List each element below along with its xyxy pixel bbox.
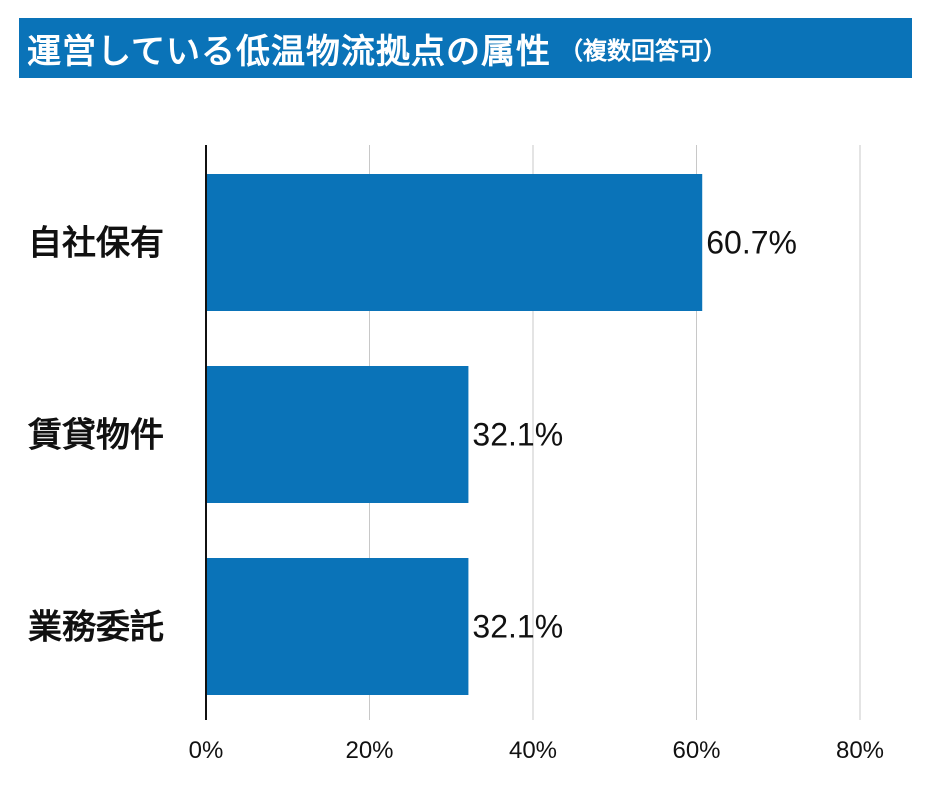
bar-3	[206, 558, 469, 695]
data-label-1: 60.7%	[706, 225, 797, 261]
category-label-2: 賃貸物件	[27, 416, 164, 456]
chart-title-bar: 運営している低温物流拠点の属性 （複数回答可）	[19, 18, 912, 78]
x-tick-label-60: 60%	[672, 737, 720, 764]
x-tick-label-20: 20%	[345, 737, 393, 764]
chart-subtitle: （複数回答可）	[558, 36, 727, 65]
category-label-1: 自社保有	[28, 224, 164, 264]
x-tick-label-40: 40%	[509, 737, 557, 764]
data-label-3: 32.1%	[472, 609, 563, 645]
chart-title: 運営している低温物流拠点の属性	[27, 31, 551, 72]
category-label-3: 業務委託	[28, 608, 164, 648]
bar-2	[206, 366, 469, 503]
x-tick-label-0: 0%	[189, 737, 224, 764]
data-label-2: 32.1%	[472, 417, 563, 453]
bar-1	[206, 174, 703, 311]
x-tick-label-80: 80%	[836, 737, 884, 764]
